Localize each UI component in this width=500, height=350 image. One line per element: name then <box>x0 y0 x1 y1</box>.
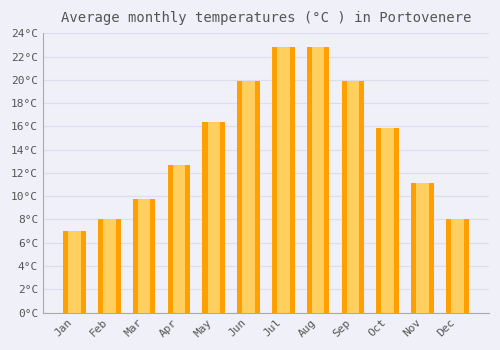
Bar <box>376 127 399 313</box>
Bar <box>451 219 464 313</box>
Bar <box>138 198 150 313</box>
Title: Average monthly temperatures (°C ) in Portovenere: Average monthly temperatures (°C ) in Po… <box>60 11 471 25</box>
Bar <box>202 122 225 313</box>
Bar <box>416 183 428 313</box>
Bar <box>68 231 81 313</box>
Bar <box>237 81 260 313</box>
Bar <box>411 183 434 313</box>
Bar <box>346 81 359 313</box>
Bar <box>208 122 220 313</box>
Bar <box>277 47 289 313</box>
Bar <box>307 47 330 313</box>
Bar <box>342 81 364 313</box>
Bar <box>272 47 294 313</box>
Bar <box>133 198 156 313</box>
Bar <box>242 81 255 313</box>
Bar <box>98 219 120 313</box>
Bar <box>446 219 468 313</box>
Bar <box>103 219 116 313</box>
Bar <box>168 165 190 313</box>
Bar <box>382 127 394 313</box>
Bar <box>172 165 185 313</box>
Bar <box>63 231 86 313</box>
Bar <box>312 47 324 313</box>
